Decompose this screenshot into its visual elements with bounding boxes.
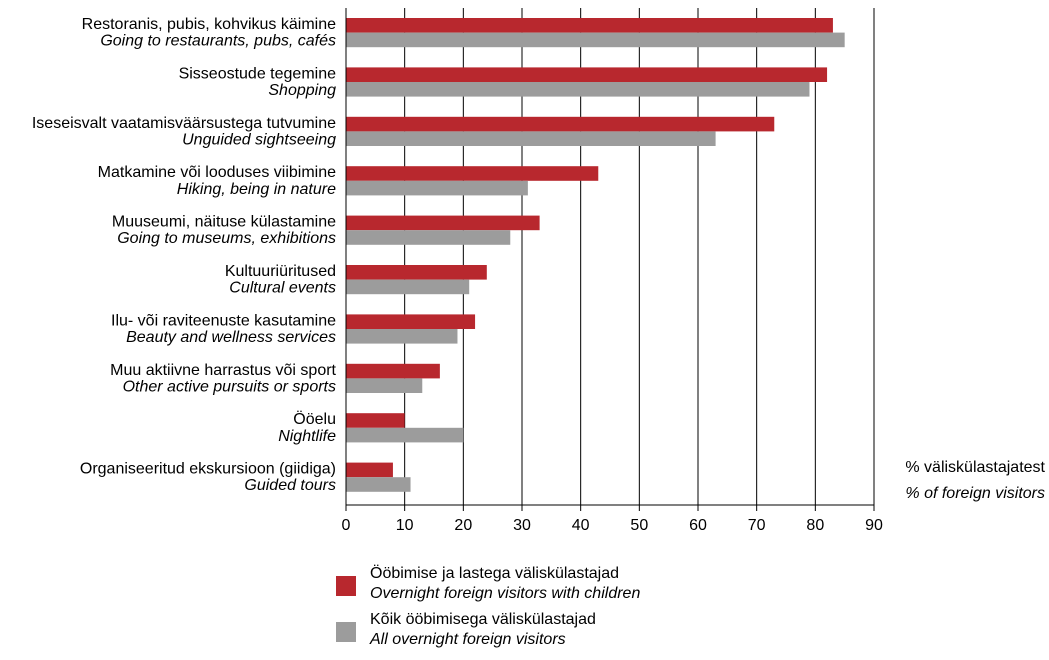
- category-label-en: Shopping: [268, 82, 336, 99]
- category-label-et: Ööelu: [293, 410, 336, 428]
- legend-swatch-grey: [336, 622, 356, 642]
- legend-label-et: Kõik ööbimisega väliskülastajad: [370, 611, 596, 628]
- legend-label-en: Overnight foreign visitors with children: [370, 585, 641, 602]
- category-label-et: Ilu- või raviteenuste kasutamine: [111, 312, 336, 329]
- category-label-et: Sisseostude tegemine: [179, 65, 337, 82]
- category-label-et: Muu aktiivne harrastus või sport: [110, 362, 336, 379]
- x-axis-unit-et: % väliskülastajatest: [905, 459, 1045, 476]
- bar-with-children-1: [346, 67, 828, 82]
- x-tick-label: 70: [748, 517, 766, 534]
- x-tick-label: 60: [689, 517, 707, 534]
- bar-all-overnight-3: [346, 180, 528, 196]
- x-tick-label: 50: [630, 517, 648, 534]
- x-tick-label: 30: [513, 517, 531, 534]
- bar-all-overnight-8: [346, 427, 464, 443]
- x-tick-label: 80: [806, 517, 824, 534]
- bar-with-children-0: [346, 18, 833, 33]
- category-label-en: Hiking, being in nature: [177, 181, 336, 198]
- category-label-et: Muuseumi, näituse külastamine: [112, 214, 336, 231]
- bar-with-children-4: [346, 215, 540, 231]
- legend-swatch-red: [336, 576, 356, 596]
- bar-all-overnight-4: [346, 230, 511, 245]
- bars: [346, 18, 845, 492]
- x-tick-label: 10: [396, 517, 414, 534]
- category-label-et: Organiseeritud ekskursioon (giidiga): [80, 461, 336, 478]
- bar-all-overnight-2: [346, 131, 716, 146]
- category-label-en: Other active pursuits or sports: [123, 378, 336, 395]
- category-label-en: Unguided sightseeing: [182, 131, 336, 148]
- bar-all-overnight-1: [346, 82, 810, 97]
- x-axis-unit-en: % of foreign visitors: [905, 485, 1045, 502]
- bar-with-children-7: [346, 363, 440, 379]
- bar-with-children-5: [346, 265, 487, 280]
- x-axis: 0 10 20 30 40 50 60 70 80 90: [342, 8, 883, 534]
- category-label-et: Iseseisvalt vaatamisväärsustega tutvumin…: [32, 115, 336, 132]
- bar-all-overnight-5: [346, 279, 470, 295]
- legend-label-en: All overnight foreign visitors: [370, 631, 566, 648]
- legend-label-et: Ööbimise ja lastega väliskülastajad: [370, 565, 620, 582]
- category-label-en: Beauty and wellness services: [126, 329, 336, 346]
- x-tick-label: 20: [454, 517, 472, 534]
- category-label-et: Kultuuriüritused: [225, 263, 336, 280]
- category-labels: Restoranis, pubis, kohvikus käimineGoing…: [32, 16, 337, 494]
- category-label-en: Going to restaurants, pubs, cafés: [100, 33, 336, 50]
- bar-all-overnight-7: [346, 378, 423, 393]
- x-tick-label: 40: [572, 517, 590, 534]
- category-label-en: Going to museums, exhibitions: [117, 230, 336, 247]
- category-label-en: Guided tours: [244, 477, 336, 494]
- category-label-et: Matkamine või looduses viibimine: [98, 164, 336, 181]
- bar-with-children-3: [346, 166, 599, 181]
- bar-all-overnight-6: [346, 329, 458, 344]
- category-label-en: Nightlife: [278, 428, 336, 445]
- bar-all-overnight-9: [346, 477, 411, 492]
- bar-with-children-9: [346, 462, 393, 478]
- x-tick-label: 90: [865, 517, 883, 534]
- category-label-en: Cultural events: [229, 280, 336, 297]
- bar-all-overnight-0: [346, 32, 845, 48]
- category-label-et: Restoranis, pubis, kohvikus käimine: [82, 16, 336, 33]
- bar-with-children-8: [346, 413, 405, 428]
- bar-with-children-2: [346, 116, 775, 132]
- bar-with-children-6: [346, 314, 476, 329]
- x-tick-label: 0: [342, 517, 351, 534]
